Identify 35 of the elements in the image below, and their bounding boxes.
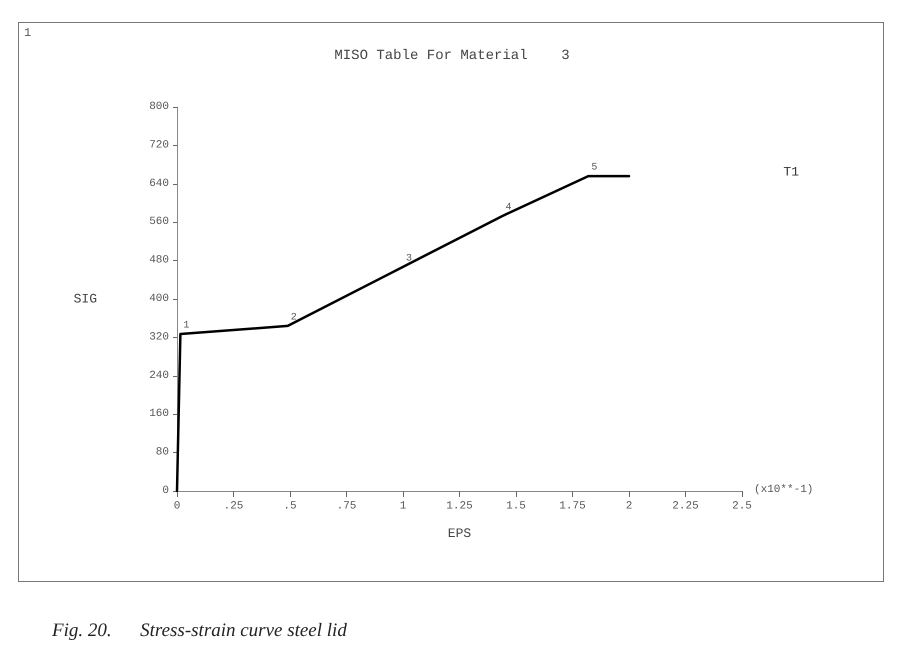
x-tick-label: .75 — [336, 500, 356, 512]
x-tick-label: 1.5 — [506, 500, 526, 512]
y-tick-label: 640 — [149, 178, 169, 190]
text: T1 — [783, 164, 800, 180]
y-tick-label: 480 — [149, 254, 169, 267]
y-tick-label: 560 — [149, 216, 169, 228]
x-tick-label: 2 — [626, 500, 632, 512]
x-tick-label: 2.5 — [732, 500, 752, 512]
y-tick-label: 320 — [149, 331, 169, 344]
annotation: 4 — [505, 202, 512, 214]
y-tick-label: 800 — [149, 101, 169, 113]
text: 1 — [24, 26, 32, 40]
annotation: 2 — [290, 312, 297, 324]
x-tick-label: 1.75 — [559, 500, 586, 512]
x-tick-label: .5 — [283, 500, 297, 512]
y-tick-label: 720 — [149, 139, 169, 152]
x-tick-label: 1 — [400, 500, 407, 512]
line-series — [176, 174, 630, 492]
y-tick-label: 80 — [156, 446, 169, 459]
y-tick-label: 160 — [149, 408, 169, 420]
y-tick-label: 0 — [162, 485, 169, 497]
x-tick-label: .25 — [224, 500, 244, 512]
y-tick-label: 240 — [149, 370, 169, 382]
x-tick-label: 2.25 — [672, 500, 699, 512]
annotation: 1 — [183, 320, 190, 332]
annotation: 3 — [406, 253, 412, 264]
annotation: 5 — [591, 162, 598, 174]
caption: Fig. 20. Stress-strain curve steel lid — [52, 620, 347, 642]
y-tick-label: 400 — [149, 293, 169, 305]
x-tick-label: 0 — [174, 500, 180, 512]
x-tick-label: 1.25 — [446, 500, 473, 512]
text: (x10**-1) — [754, 484, 814, 496]
y-axis-title: SIG — [74, 292, 97, 306]
x-axis-title: EPS — [448, 526, 472, 541]
chart-title: MISO Table For Material 3 — [334, 48, 570, 64]
